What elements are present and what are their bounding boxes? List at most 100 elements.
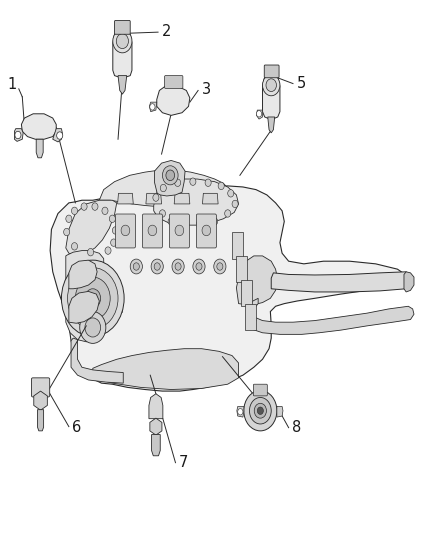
Circle shape bbox=[193, 259, 205, 274]
Polygon shape bbox=[154, 179, 239, 225]
Circle shape bbox=[175, 225, 184, 236]
Polygon shape bbox=[237, 256, 247, 282]
Polygon shape bbox=[66, 251, 105, 342]
Polygon shape bbox=[262, 75, 280, 119]
Circle shape bbox=[111, 239, 117, 246]
Polygon shape bbox=[146, 193, 162, 204]
Polygon shape bbox=[152, 434, 160, 456]
Circle shape bbox=[85, 318, 101, 337]
Text: 6: 6 bbox=[72, 420, 81, 435]
Circle shape bbox=[196, 220, 202, 228]
Circle shape bbox=[250, 398, 271, 424]
Polygon shape bbox=[241, 280, 252, 306]
Circle shape bbox=[105, 247, 111, 254]
Circle shape bbox=[232, 200, 238, 208]
FancyBboxPatch shape bbox=[142, 214, 162, 248]
Polygon shape bbox=[245, 304, 256, 330]
Polygon shape bbox=[66, 200, 117, 255]
Polygon shape bbox=[53, 128, 62, 142]
Polygon shape bbox=[34, 391, 47, 410]
Circle shape bbox=[121, 225, 130, 236]
Circle shape bbox=[225, 210, 231, 217]
Circle shape bbox=[154, 263, 160, 270]
Polygon shape bbox=[157, 85, 190, 115]
Polygon shape bbox=[93, 349, 239, 390]
Text: 7: 7 bbox=[179, 455, 188, 470]
Circle shape bbox=[166, 170, 175, 181]
Circle shape bbox=[148, 225, 157, 236]
Circle shape bbox=[218, 182, 224, 190]
FancyBboxPatch shape bbox=[116, 214, 135, 248]
Circle shape bbox=[61, 260, 124, 336]
Polygon shape bbox=[256, 110, 262, 119]
Polygon shape bbox=[69, 292, 99, 323]
Circle shape bbox=[80, 312, 106, 343]
Circle shape bbox=[181, 220, 187, 228]
Circle shape bbox=[113, 29, 132, 53]
Circle shape bbox=[238, 409, 243, 415]
Polygon shape bbox=[36, 139, 43, 158]
Circle shape bbox=[256, 111, 261, 117]
Polygon shape bbox=[117, 193, 133, 204]
FancyBboxPatch shape bbox=[253, 384, 267, 396]
Circle shape bbox=[202, 225, 211, 236]
Circle shape bbox=[162, 166, 178, 185]
FancyBboxPatch shape bbox=[165, 76, 183, 88]
Circle shape bbox=[175, 263, 181, 270]
Circle shape bbox=[110, 215, 116, 222]
Circle shape bbox=[102, 207, 108, 215]
Circle shape bbox=[244, 391, 277, 431]
Polygon shape bbox=[118, 76, 127, 94]
Polygon shape bbox=[232, 232, 243, 259]
Circle shape bbox=[159, 210, 166, 217]
Circle shape bbox=[262, 75, 280, 96]
FancyBboxPatch shape bbox=[170, 214, 189, 248]
Circle shape bbox=[153, 194, 159, 201]
Circle shape bbox=[66, 215, 72, 222]
Circle shape bbox=[57, 132, 63, 139]
Circle shape bbox=[205, 179, 211, 187]
Polygon shape bbox=[113, 30, 132, 78]
Circle shape bbox=[92, 203, 98, 211]
Circle shape bbox=[81, 203, 87, 211]
Circle shape bbox=[113, 227, 118, 234]
Circle shape bbox=[133, 263, 139, 270]
Circle shape bbox=[150, 104, 155, 110]
Circle shape bbox=[88, 248, 94, 256]
Circle shape bbox=[190, 178, 196, 185]
Polygon shape bbox=[38, 410, 44, 431]
FancyBboxPatch shape bbox=[196, 214, 216, 248]
Polygon shape bbox=[149, 394, 163, 419]
Polygon shape bbox=[149, 102, 157, 112]
Circle shape bbox=[130, 259, 142, 274]
Circle shape bbox=[71, 207, 78, 215]
FancyBboxPatch shape bbox=[115, 20, 130, 34]
Polygon shape bbox=[150, 418, 162, 435]
Text: 2: 2 bbox=[162, 24, 171, 39]
Circle shape bbox=[257, 407, 263, 415]
Polygon shape bbox=[69, 260, 97, 289]
Text: 5: 5 bbox=[297, 76, 306, 91]
Text: 8: 8 bbox=[292, 420, 301, 435]
Circle shape bbox=[212, 217, 218, 225]
Circle shape bbox=[160, 184, 166, 192]
Circle shape bbox=[266, 79, 276, 92]
Circle shape bbox=[71, 243, 78, 250]
Polygon shape bbox=[155, 160, 185, 196]
Polygon shape bbox=[268, 117, 275, 133]
Polygon shape bbox=[277, 407, 283, 417]
Polygon shape bbox=[50, 179, 410, 391]
Circle shape bbox=[228, 190, 234, 197]
Polygon shape bbox=[404, 272, 414, 292]
Text: 1: 1 bbox=[7, 77, 17, 92]
Polygon shape bbox=[99, 170, 228, 207]
Circle shape bbox=[67, 268, 118, 329]
Circle shape bbox=[75, 277, 110, 319]
Circle shape bbox=[254, 403, 266, 418]
Circle shape bbox=[214, 259, 226, 274]
Polygon shape bbox=[21, 114, 56, 139]
Polygon shape bbox=[271, 272, 410, 292]
Circle shape bbox=[168, 217, 174, 225]
Circle shape bbox=[175, 179, 181, 187]
Circle shape bbox=[196, 263, 202, 270]
